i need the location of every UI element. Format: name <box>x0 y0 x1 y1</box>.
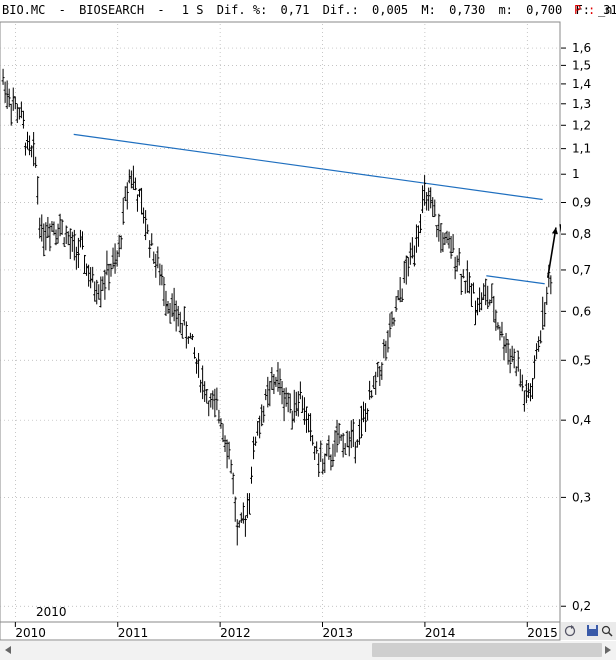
footer-toolbar <box>561 622 616 640</box>
x-tick-label: 2013 <box>323 626 354 640</box>
x-tick-label: 2012 <box>220 626 251 640</box>
horizontal-scrollbar[interactable] <box>0 641 616 660</box>
projection-arrow <box>546 227 557 278</box>
x-axis: 2010 2011 2012 2013 2014 2015 <box>14 622 558 640</box>
trendline <box>73 133 543 201</box>
header-flag: P <box>574 3 581 17</box>
y-tick-label: 1,6 <box>572 41 591 55</box>
header-dash-1: - <box>59 3 66 17</box>
y-tick-label: 0,2 <box>572 599 591 613</box>
header-date-label: F: <box>575 3 589 17</box>
header-min-label: m: <box>498 3 512 17</box>
x-axis-strip <box>0 621 561 641</box>
y-tick-label: 0,5 <box>572 353 591 367</box>
header-bar <box>0 0 616 22</box>
y-tick-label: 1 <box>572 167 580 181</box>
scrollbar-thumb[interactable] <box>372 643 602 657</box>
header-dif-value: 0,005 <box>372 3 408 17</box>
trendlines <box>73 133 545 285</box>
x-tick-label: 2015 <box>527 626 558 640</box>
header-min-value: 0,700 <box>526 3 562 17</box>
y-tick-label: 0,6 <box>572 304 591 318</box>
header-max-value: 0,730 <box>449 3 485 17</box>
year-watermark: 2010 <box>36 605 67 619</box>
y-tick-label: 0,4 <box>572 413 591 427</box>
trendline <box>486 275 545 285</box>
header-pct-label: Dif. %: <box>217 3 268 17</box>
y-tick-label: 0,3 <box>572 490 591 504</box>
y-axis: 1,6 1,5 1,4 1,3 1,2 1,1 1 0,9 0,8 0,7 0,6 0,5 0,4 0,3… <box>561 41 591 613</box>
y-tick-label: 0,7 <box>572 263 591 277</box>
header-flag-extra: : <box>588 3 595 17</box>
header-dif-label: Dif.: <box>323 3 359 17</box>
y-axis-panel <box>561 22 616 622</box>
x-tick-label: 2010 <box>15 626 46 640</box>
header-symbol: BIO.MC <box>2 3 45 17</box>
header-date-value: 31-03-2015 <box>603 3 616 17</box>
refresh-icon[interactable] <box>564 625 576 637</box>
x-tick-label: 2014 <box>425 626 456 640</box>
y-tick-label: 1,3 <box>572 97 591 111</box>
header-max-label: M: <box>421 3 435 17</box>
y-tick-label: 1,5 <box>572 58 591 72</box>
x-tick-label: 2011 <box>118 626 149 640</box>
scroll-right-icon[interactable] <box>605 646 611 654</box>
projection-arrow-head <box>551 227 558 235</box>
chart-header: BIO.MC - BIOSEARCH - 1 S Dif. %: 0,71 Di… <box>2 3 616 17</box>
y-tick-label: 1,4 <box>572 77 591 91</box>
plot-area <box>0 21 561 623</box>
save-icon[interactable] <box>587 625 598 636</box>
header-corner-text: _n <box>598 3 612 17</box>
y-tick-label: 0,9 <box>572 195 591 209</box>
y-tick-label: 0,8 <box>572 227 591 241</box>
grid <box>0 24 558 620</box>
scroll-left-icon[interactable] <box>5 646 11 654</box>
zoom-icon[interactable] <box>601 625 613 637</box>
y-tick-label: 1,2 <box>572 118 591 132</box>
price-bars <box>1 68 553 546</box>
header-name: BIOSEARCH <box>79 3 144 17</box>
y-tick-label: 1,1 <box>572 142 591 156</box>
header-pct-value: 0,71 <box>281 3 310 17</box>
header-dash-2: - <box>157 3 164 17</box>
header-period: 1 S <box>182 3 204 17</box>
